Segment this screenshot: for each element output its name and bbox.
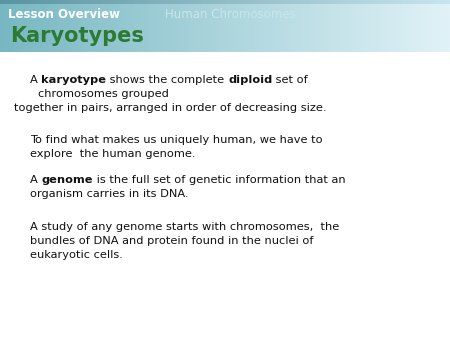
Text: A: A [30, 175, 41, 185]
Text: set of: set of [272, 75, 308, 85]
Text: shows the complete: shows the complete [106, 75, 228, 85]
Text: Human Chromosomes: Human Chromosomes [165, 8, 296, 21]
Text: chromosomes grouped: chromosomes grouped [38, 89, 169, 99]
Text: A study of any genome starts with chromosomes,  the: A study of any genome starts with chromo… [30, 222, 339, 232]
Text: A: A [30, 75, 41, 85]
Text: Karyotypes: Karyotypes [10, 26, 144, 46]
Text: Lesson Overview: Lesson Overview [8, 8, 120, 21]
Text: together in pairs, arranged in order of decreasing size.: together in pairs, arranged in order of … [14, 103, 327, 113]
Text: organism carries in its DNA.: organism carries in its DNA. [30, 189, 189, 199]
Text: bundles of DNA and protein found in the nuclei of: bundles of DNA and protein found in the … [30, 236, 314, 246]
Text: karyotype: karyotype [41, 75, 106, 85]
Text: To find what makes us uniquely human, we have to: To find what makes us uniquely human, we… [30, 135, 323, 145]
Text: is the full set of genetic information that an: is the full set of genetic information t… [93, 175, 346, 185]
Text: eukaryotic cells.: eukaryotic cells. [30, 250, 123, 260]
Text: genome: genome [41, 175, 93, 185]
Text: diploid: diploid [228, 75, 272, 85]
Text: explore  the human genome.: explore the human genome. [30, 149, 195, 159]
